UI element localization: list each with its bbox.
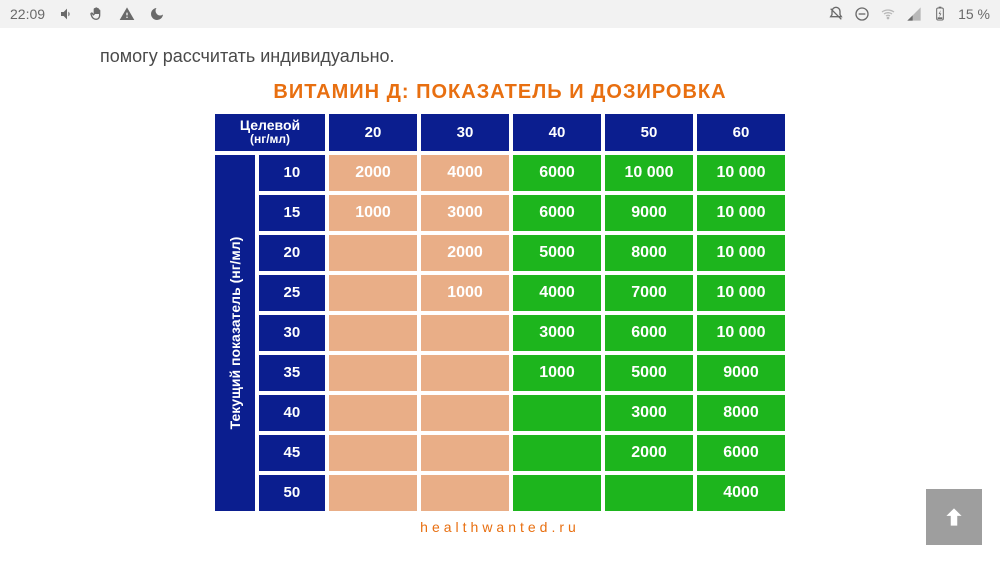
- dosage-cell: [605, 475, 693, 511]
- dosage-cell: [421, 315, 509, 351]
- dosage-cell: 10 000: [697, 195, 785, 231]
- warning-icon: [119, 6, 135, 22]
- dnd-icon: [854, 6, 870, 22]
- vitamin-d-card: ВИТАМИН Д: ПОКАЗАТЕЛЬ И ДОЗИРОВКА Целево…: [211, 81, 789, 535]
- col-header: 50: [605, 114, 693, 151]
- dosage-cell: [329, 275, 417, 311]
- page[interactable]: помогу рассчитать индивидуально. ВИТАМИН…: [0, 28, 1000, 563]
- mute-icon: [828, 6, 844, 22]
- status-bar: 22:09 15 %: [0, 0, 1000, 28]
- dosage-cell: 5000: [605, 355, 693, 391]
- col-header: 40: [513, 114, 601, 151]
- row-header: 50: [259, 475, 325, 511]
- row-header: 15: [259, 195, 325, 231]
- dosage-cell: 2000: [329, 155, 417, 191]
- moon-icon: [149, 6, 165, 22]
- dosage-cell: 3000: [421, 195, 509, 231]
- dosage-cell: 10 000: [605, 155, 693, 191]
- dosage-cell: 6000: [605, 315, 693, 351]
- dosage-cell: 3000: [605, 395, 693, 431]
- dosage-cell: 6000: [513, 155, 601, 191]
- dosage-cell: 1000: [513, 355, 601, 391]
- col-header: 60: [697, 114, 785, 151]
- status-time: 22:09: [10, 6, 45, 22]
- volume-icon: [59, 6, 75, 22]
- arrow-up-icon: [941, 504, 967, 530]
- row-header: 30: [259, 315, 325, 351]
- dosage-cell: 10 000: [697, 275, 785, 311]
- corner-line1: Целевой: [223, 118, 317, 133]
- dosage-cell: 6000: [513, 195, 601, 231]
- dosage-cell: 9000: [697, 355, 785, 391]
- dosage-cell: 7000: [605, 275, 693, 311]
- dosage-cell: [329, 475, 417, 511]
- dosage-cell: 1000: [421, 275, 509, 311]
- signal-icon: [906, 6, 922, 22]
- row-header: 45: [259, 435, 325, 471]
- card-title: ВИТАМИН Д: ПОКАЗАТЕЛЬ И ДОЗИРОВКА: [211, 81, 789, 104]
- col-header: 20: [329, 114, 417, 151]
- dosage-cell: [421, 395, 509, 431]
- corner-header: Целевой(нг/мл): [215, 114, 325, 151]
- dosage-cell: 5000: [513, 235, 601, 271]
- dosage-cell: [421, 475, 509, 511]
- dosage-cell: [329, 435, 417, 471]
- dosage-cell: [513, 395, 601, 431]
- dosage-cell: 10 000: [697, 235, 785, 271]
- dosage-cell: [421, 355, 509, 391]
- dosage-cell: 6000: [697, 435, 785, 471]
- dosage-cell: 10 000: [697, 315, 785, 351]
- dosage-cell: [329, 315, 417, 351]
- dosage-cell: [329, 355, 417, 391]
- corner-line2: (нг/мл): [223, 133, 317, 146]
- battery-icon: [932, 6, 948, 22]
- row-header: 10: [259, 155, 325, 191]
- hand-icon: [89, 6, 105, 22]
- dosage-cell: 1000: [329, 195, 417, 231]
- row-header: 35: [259, 355, 325, 391]
- dosage-cell: [513, 475, 601, 511]
- dosage-cell: [329, 395, 417, 431]
- scroll-top-button[interactable]: [926, 489, 982, 545]
- dosage-cell: [421, 435, 509, 471]
- lead-text: помогу рассчитать индивидуально.: [100, 46, 1000, 67]
- row-header: 20: [259, 235, 325, 271]
- dosage-cell: 3000: [513, 315, 601, 351]
- dosage-table: Целевой(нг/мл)2030405060Текущий показате…: [211, 110, 789, 515]
- battery-text: 15 %: [958, 6, 990, 22]
- dosage-cell: 2000: [421, 235, 509, 271]
- dosage-cell: 4000: [421, 155, 509, 191]
- dosage-cell: 2000: [605, 435, 693, 471]
- dosage-cell: 10 000: [697, 155, 785, 191]
- dosage-cell: [513, 435, 601, 471]
- row-header: 25: [259, 275, 325, 311]
- side-header: Текущий показатель (нг/мл): [215, 155, 255, 511]
- dosage-cell: 4000: [697, 475, 785, 511]
- source-link[interactable]: healthwanted.ru: [211, 519, 789, 535]
- dosage-cell: 8000: [605, 235, 693, 271]
- dosage-cell: 4000: [513, 275, 601, 311]
- row-header: 40: [259, 395, 325, 431]
- dosage-cell: [329, 235, 417, 271]
- dosage-cell: 9000: [605, 195, 693, 231]
- dosage-cell: 8000: [697, 395, 785, 431]
- wifi-icon: [880, 6, 896, 22]
- col-header: 30: [421, 114, 509, 151]
